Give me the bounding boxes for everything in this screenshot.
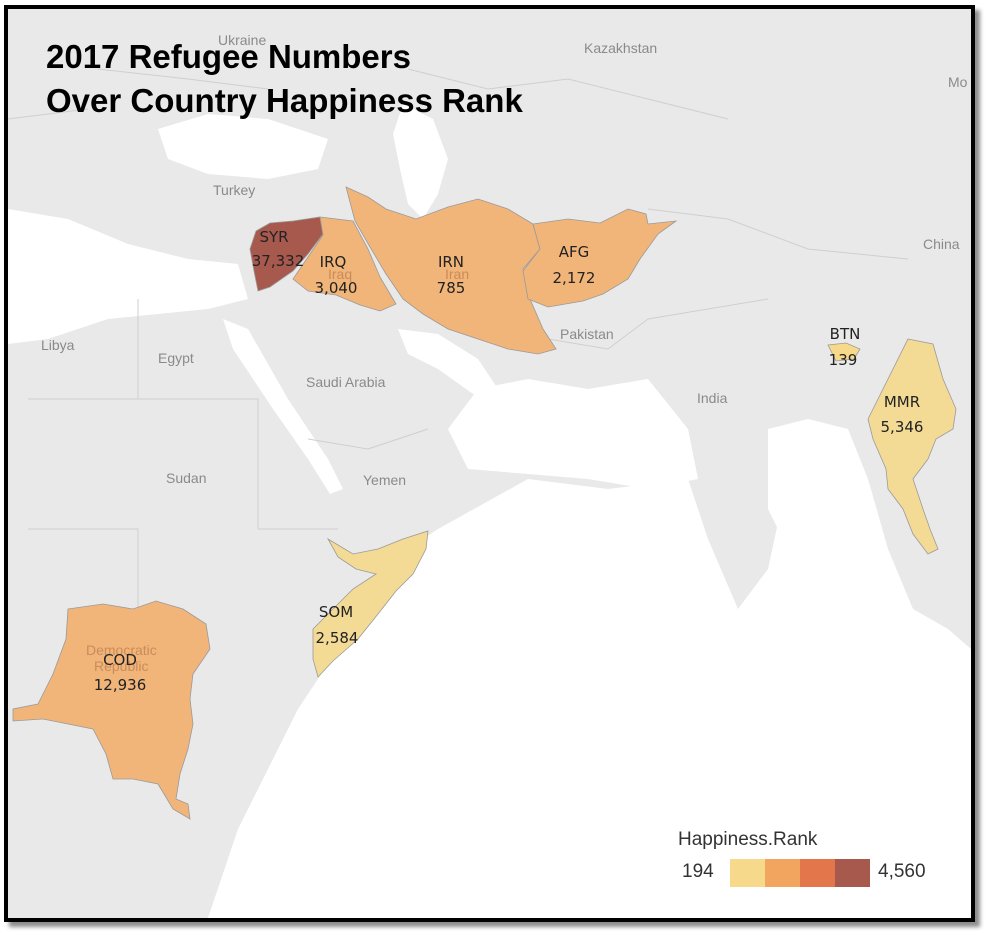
country-shape-syr[interactable] <box>249 216 324 292</box>
country-shape-mmr[interactable] <box>867 338 957 555</box>
country-value-afg: 2,172 <box>553 269 596 287</box>
legend-swatch <box>730 859 765 887</box>
label-egypt: Egypt <box>158 350 194 366</box>
country-code-syr: SYR <box>259 228 288 246</box>
country-code-irn: IRN <box>438 253 464 271</box>
sea-caspian <box>393 104 448 219</box>
sea-indian-ocean <box>208 429 971 918</box>
background-borders <box>8 68 909 649</box>
label-drc-bg-2: Republic <box>94 658 148 674</box>
country-value-cod: 12,936 <box>94 676 147 694</box>
country-code-mmr: MMR <box>884 393 920 411</box>
country-code-som: SOM <box>319 603 353 621</box>
legend-swatch <box>800 859 835 887</box>
sea-arabian-sea <box>448 379 698 489</box>
country-value-syr: 37,332 <box>252 252 305 270</box>
country-code-irq: IRQ <box>320 253 347 271</box>
legend-max-label: 4,560 <box>878 861 926 882</box>
country-shape-cod[interactable] <box>12 600 211 820</box>
legend-swatch <box>765 859 800 887</box>
country-shape-irq[interactable] <box>292 216 397 312</box>
label-china: China <box>923 236 960 252</box>
label-pakistan: Pakistan <box>560 326 614 342</box>
country-value-som: 2,584 <box>316 629 359 647</box>
country-shape-afg[interactable] <box>522 208 678 308</box>
label-ukraine: Ukraine <box>218 32 266 48</box>
sea-persian-gulf <box>398 329 498 394</box>
country-code-btn: BTN <box>830 325 861 343</box>
map-frame: Ukraine Kazakhstan Mo Turkey China Libya… <box>4 5 975 922</box>
country-shape-btn[interactable] <box>827 342 861 362</box>
label-mongolia: Mo <box>948 74 968 90</box>
label-sudan: Sudan <box>166 470 206 486</box>
sea-bay-of-bengal <box>768 419 913 609</box>
label-yemen: Yemen <box>363 472 406 488</box>
country-shape-som[interactable] <box>312 530 429 678</box>
map-title: 2017 Refugee Numbers Over Country Happin… <box>46 35 523 123</box>
country-value-btn: 139 <box>829 351 858 369</box>
country-value-mmr: 5,346 <box>881 418 924 436</box>
sea-mediterranean <box>8 209 248 344</box>
label-iraq-bg: Iraq <box>328 266 352 282</box>
label-libya: Libya <box>41 337 75 353</box>
legend-min-label: 194 <box>682 861 714 882</box>
country-value-irn: 785 <box>437 279 466 297</box>
sea-black-sea <box>158 114 328 179</box>
legend-swatch <box>835 859 870 887</box>
country-value-irq: 3,040 <box>315 279 358 297</box>
country-shape-irn[interactable] <box>345 186 557 355</box>
sea-red-sea <box>223 319 343 494</box>
title-line-1: 2017 Refugee Numbers <box>46 38 411 75</box>
label-turkey: Turkey <box>213 182 255 198</box>
title-line-2: Over Country Happiness Rank <box>46 82 523 119</box>
label-drc-bg-1: Democratic <box>86 642 157 658</box>
legend-title: Happiness.Rank <box>678 829 818 850</box>
country-code-cod: COD <box>103 651 137 669</box>
legend-color-ramp <box>730 859 870 887</box>
label-india: India <box>697 390 728 406</box>
country-code-afg: AFG <box>559 243 590 261</box>
label-saudi-arabia: Saudi Arabia <box>306 374 386 390</box>
label-iran-bg: Iran <box>445 266 469 282</box>
map-canvas[interactable]: Ukraine Kazakhstan Mo Turkey China Libya… <box>8 9 971 918</box>
label-kazakhstan: Kazakhstan <box>584 40 657 56</box>
